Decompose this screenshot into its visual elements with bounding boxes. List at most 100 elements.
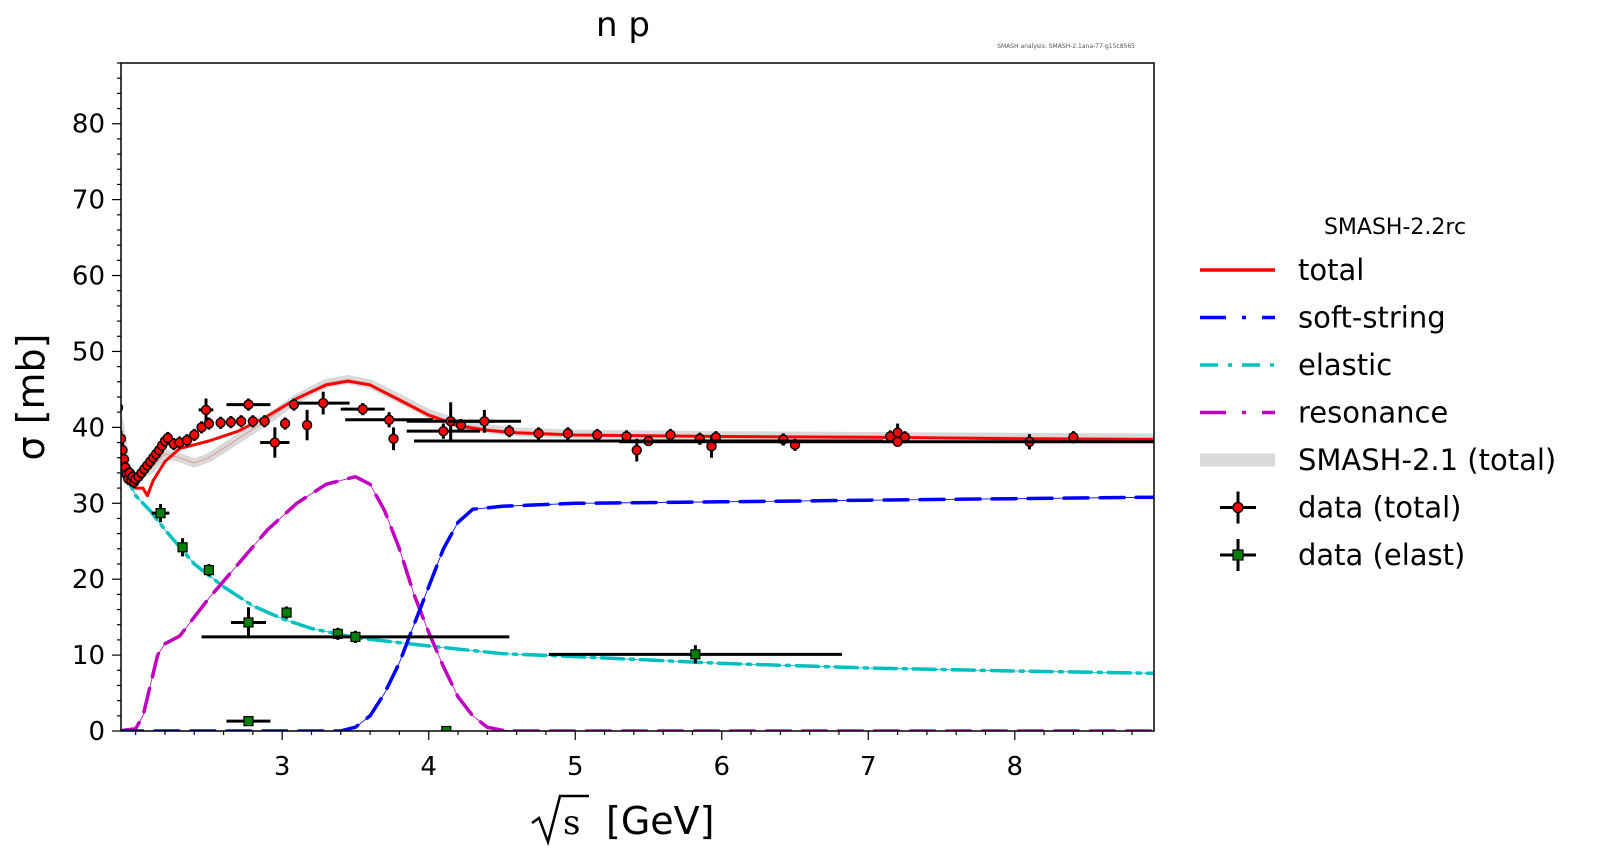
legend-label: SMASH-2.1 (total)	[1298, 443, 1556, 477]
data-total-marker	[279, 418, 291, 429]
data-total-point	[562, 427, 574, 440]
x-tick-label: 6	[713, 752, 730, 782]
data-total-point	[301, 409, 313, 441]
data-total-point	[447, 409, 522, 433]
legend-label: resonance	[1298, 396, 1448, 430]
y-tick-label: 0	[88, 717, 105, 747]
data-elast-point	[548, 645, 842, 664]
data-elast-marker	[350, 631, 361, 642]
y-tick-label: 60	[72, 262, 105, 292]
y-tick-label: 30	[72, 489, 105, 519]
data-total-marker	[121, 433, 127, 444]
data-elast-point	[203, 564, 215, 577]
x-tick-label: 3	[274, 752, 291, 782]
data-total-point	[279, 417, 291, 430]
legend-label: data (elast)	[1298, 538, 1465, 572]
chart-title: n p	[596, 5, 650, 45]
data-total-marker	[189, 429, 200, 441]
soft-string-line	[121, 495, 1154, 731]
legend-item: total	[1200, 253, 1364, 287]
legend-item: resonance	[1200, 396, 1448, 430]
x-axis: 3 4 5 6 7 8	[135, 731, 1133, 782]
data-total-point	[259, 415, 270, 428]
data-total-marker	[383, 414, 395, 425]
data-elast-marker	[690, 649, 701, 660]
legend-item: elastic	[1200, 348, 1392, 382]
data-total-marker	[438, 425, 449, 437]
y-axis-label: σ [mb]	[9, 334, 53, 461]
data-total-point	[226, 398, 271, 411]
data-total-marker	[318, 397, 329, 409]
legend-item: soft-string	[1200, 301, 1446, 335]
x-axis-label-group: s [GeV]	[531, 794, 714, 847]
y-tick-label: 20	[72, 565, 105, 595]
data-total-marker	[479, 416, 490, 427]
data-total-point	[665, 428, 676, 442]
data-total-point	[225, 415, 237, 429]
data-total-marker	[247, 416, 259, 427]
data-total-point	[247, 415, 259, 428]
data-elast-marker	[203, 564, 215, 576]
data-elast-point	[441, 725, 452, 731]
data-total-marker	[301, 419, 313, 431]
data-total-point	[388, 427, 399, 451]
legend-swatch-marker	[1232, 549, 1244, 561]
elastic-line	[121, 472, 1154, 676]
data-total-marker	[665, 429, 676, 441]
data-total-point	[406, 423, 480, 439]
x-tick-label: 8	[1007, 752, 1024, 782]
legend-item: SMASH-2.1 (total)	[1200, 443, 1556, 477]
data-elast-point	[230, 607, 267, 638]
x-axis-label: [GeV]	[606, 799, 714, 843]
data-total-marker	[562, 428, 574, 439]
legend: SMASH-2.2rc total soft-string elastic reson…	[1200, 215, 1556, 572]
data-elast-point	[151, 504, 170, 523]
plot-frame	[120, 62, 1155, 732]
data-total-marker	[592, 429, 603, 441]
data-total-point	[181, 434, 193, 447]
legend-item: data (elast)	[1220, 538, 1465, 572]
data-total-point	[121, 431, 127, 447]
data-total-marker	[235, 416, 247, 427]
version-note: SMASH analysis: SMASH-2.1ana-77-g15c8565	[997, 43, 1135, 50]
data-elast-marker	[441, 725, 452, 731]
data-total-point	[203, 417, 215, 430]
data-total-point	[504, 425, 515, 438]
data-elast-point	[281, 606, 292, 619]
data-total-marker	[181, 435, 193, 446]
data-total-point	[189, 428, 200, 442]
resonance-line	[121, 474, 1154, 731]
data-total-marker	[203, 418, 215, 429]
data-total-point	[235, 415, 247, 428]
data-total-point	[215, 416, 226, 429]
legend-label: total	[1298, 253, 1364, 287]
data-total-point	[592, 428, 603, 442]
data-total-point	[345, 412, 434, 428]
legend-label: elastic	[1298, 348, 1392, 382]
legend-item: data (total)	[1220, 491, 1461, 525]
x-tick-label: 4	[420, 752, 437, 782]
data-total-marker	[533, 428, 544, 439]
x-tick-label: 5	[567, 752, 584, 782]
data-total-marker	[215, 417, 226, 429]
x-tick-label: 7	[860, 752, 877, 782]
y-tick-label: 10	[72, 641, 105, 671]
y-tick-label: 80	[72, 110, 105, 140]
data-elast-marker	[155, 508, 166, 519]
legend-label: soft-string	[1298, 301, 1446, 335]
data-total-marker	[388, 433, 399, 444]
data-total-marker	[225, 416, 237, 428]
data-total-point	[288, 398, 300, 411]
y-tick-label: 50	[72, 337, 105, 367]
data-elast-marker	[177, 542, 188, 553]
data-total-point	[198, 398, 214, 422]
sqrt-symbol	[531, 794, 589, 847]
data-elast-marker	[243, 716, 254, 727]
data-elast-point	[177, 538, 188, 557]
y-tick-label: 70	[72, 186, 105, 216]
data-total-marker	[504, 425, 515, 437]
data-total-marker	[357, 403, 368, 415]
data-total-marker	[892, 436, 903, 447]
data-total-point	[296, 391, 350, 415]
